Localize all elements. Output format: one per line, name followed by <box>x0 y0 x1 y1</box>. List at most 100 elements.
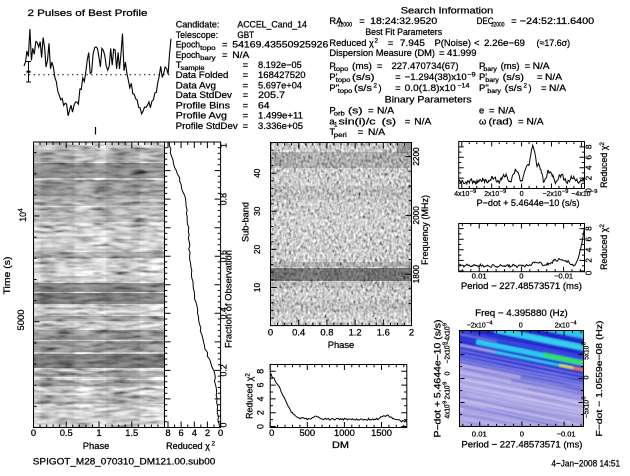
svg-text:Fraction of Observation: Fraction of Observation <box>224 250 234 348</box>
svg-text:Phase: Phase <box>328 339 355 350</box>
svg-text:=: = <box>395 82 401 93</box>
svg-text:=: = <box>368 104 374 115</box>
svg-text:RA: RA <box>329 15 343 26</box>
svg-text:0.4: 0.4 <box>219 307 229 319</box>
svg-text:=: = <box>243 110 249 121</box>
svg-text:Epoch: Epoch <box>176 49 200 60</box>
svg-text:Data Avg: Data Avg <box>176 79 216 90</box>
svg-text:4: 4 <box>256 396 266 401</box>
svg-text:=: = <box>222 49 228 60</box>
svg-text:topo: topo <box>200 45 216 52</box>
svg-text:Reduced χ2: Reduced χ2 <box>599 142 609 188</box>
svg-text:2: 2 <box>524 82 528 89</box>
svg-text:0.8: 0.8 <box>219 193 229 205</box>
svg-text:N/A: N/A <box>414 115 432 126</box>
svg-text:1: 1 <box>96 427 101 438</box>
svg-text:Data StdDev: Data StdDev <box>176 89 233 100</box>
svg-text:2: 2 <box>409 327 414 338</box>
svg-text:2x10: 2x10 <box>445 385 452 399</box>
svg-text:−0.01: −0.01 <box>554 272 573 281</box>
svg-text:a: a <box>329 115 335 126</box>
svg-text:2x10: 2x10 <box>555 321 570 330</box>
svg-text:2: 2 <box>256 410 266 415</box>
svg-text:1000: 1000 <box>334 427 355 438</box>
svg-text:=: = <box>358 126 364 137</box>
svg-text:N/A: N/A <box>533 60 551 71</box>
svg-text:5x10: 5x10 <box>584 346 591 360</box>
svg-text:−24:52:11.6400: −24:52:11.6400 <box>520 15 594 26</box>
svg-text:=: = <box>243 89 249 100</box>
svg-text:topo: topo <box>338 88 353 95</box>
svg-text:Freq − 4.395880 (Hz): Freq − 4.395880 (Hz) <box>475 307 568 318</box>
svg-text:−14: −14 <box>457 82 470 89</box>
svg-text:4x10: 4x10 <box>454 189 469 198</box>
svg-text:−9: −9 <box>500 189 506 195</box>
svg-text:0.0(1.8)x10: 0.0(1.8)x10 <box>405 82 456 93</box>
svg-text:Telescope:: Telescope: <box>176 29 218 40</box>
svg-text:bary: bary <box>483 66 498 73</box>
svg-text:2: 2 <box>374 82 378 89</box>
svg-text:−2x10: −2x10 <box>445 345 452 363</box>
svg-text:8: 8 <box>165 427 170 438</box>
svg-text:0: 0 <box>520 189 524 198</box>
svg-text:2000: 2000 <box>412 206 421 225</box>
svg-text:=: = <box>518 115 524 126</box>
svg-text:−9: −9 <box>562 189 568 195</box>
svg-text:Period − 227.48573571 (ms): Period − 227.48573571 (ms) <box>461 439 582 450</box>
svg-text:0.8: 0.8 <box>320 327 333 338</box>
svg-text:4: 4 <box>585 247 594 252</box>
svg-text:Reduced χ2: Reduced χ2 <box>599 224 609 270</box>
svg-text:8: 8 <box>256 369 266 374</box>
svg-text:0: 0 <box>219 422 229 427</box>
svg-text:0: 0 <box>520 429 524 438</box>
svg-text:GBT: GBT <box>237 29 254 40</box>
svg-text:N/A: N/A <box>498 104 516 115</box>
svg-text:2: 2 <box>205 427 210 438</box>
svg-text:−9: −9 <box>443 382 449 388</box>
svg-text:2.26e−69: 2.26e−69 <box>484 37 525 48</box>
svg-text:N/A: N/A <box>545 71 563 82</box>
svg-text:6: 6 <box>256 383 266 388</box>
svg-text:=: = <box>243 99 249 110</box>
svg-text:−9: −9 <box>443 323 449 329</box>
svg-text:Period − 227.48573571 (ms): Period − 227.48573571 (ms) <box>461 280 582 291</box>
svg-text:=: = <box>388 37 394 48</box>
svg-text:0.2: 0.2 <box>219 364 229 376</box>
svg-text:P: P <box>329 60 335 71</box>
svg-text:0: 0 <box>519 272 523 281</box>
svg-text:Candidate:: Candidate: <box>176 19 220 30</box>
svg-text:=: = <box>439 47 445 58</box>
svg-text:−2x10: −2x10 <box>543 189 562 198</box>
svg-text:54169.43550925926: 54169.43550925926 <box>232 39 328 50</box>
svg-text:N/A: N/A <box>549 82 567 93</box>
svg-text:0.4: 0.4 <box>292 327 305 338</box>
svg-text:N/A: N/A <box>232 49 250 60</box>
svg-text:(s/s: (s/s <box>354 82 372 93</box>
svg-text:4: 4 <box>192 427 197 438</box>
svg-text:−8: −8 <box>582 397 588 403</box>
svg-text:topo: topo <box>334 66 349 73</box>
svg-text:1.2: 1.2 <box>349 327 362 338</box>
svg-text:=: = <box>489 104 495 115</box>
svg-text:−9: −9 <box>443 401 449 407</box>
svg-text:Search Information: Search Information <box>401 4 494 15</box>
svg-text:0: 0 <box>445 371 452 375</box>
svg-text:orb: orb <box>334 111 346 118</box>
svg-text:DEC: DEC <box>477 15 494 26</box>
svg-text:Data Folded: Data Folded <box>176 69 229 80</box>
svg-text:Time (s): Time (s) <box>1 257 12 295</box>
svg-text:Epoch: Epoch <box>176 39 200 50</box>
svg-text:−9: −9 <box>443 342 449 348</box>
svg-text:=: = <box>243 59 249 70</box>
svg-text:P': P' <box>479 71 487 82</box>
svg-text:0.01: 0.01 <box>472 272 487 281</box>
svg-text:T: T <box>329 126 335 137</box>
svg-text:J2000: J2000 <box>338 22 353 29</box>
svg-text:−1.294(38)x10: −1.294(38)x10 <box>405 71 467 82</box>
svg-text:6: 6 <box>585 155 594 160</box>
svg-text:=: = <box>243 79 249 90</box>
svg-text:2: 2 <box>585 258 594 263</box>
svg-text:−9: −9 <box>470 189 476 195</box>
svg-text:=: = <box>359 15 365 26</box>
svg-text:F−dot − 1.0559e−08 (Hz): F−dot − 1.0559e−08 (Hz) <box>594 320 604 436</box>
